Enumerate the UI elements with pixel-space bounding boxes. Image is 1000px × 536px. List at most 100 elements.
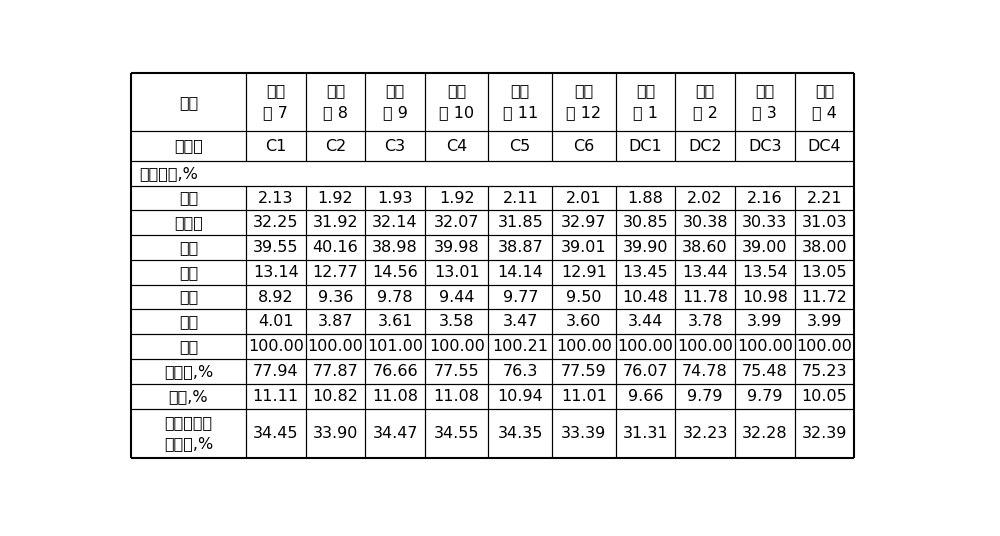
Text: 9.78: 9.78 <box>377 289 413 304</box>
Text: 100.00: 100.00 <box>307 339 363 354</box>
Text: 75.48: 75.48 <box>742 364 788 379</box>
Text: 34.55: 34.55 <box>434 426 479 441</box>
Text: 实施: 实施 <box>385 83 405 98</box>
Text: 例 1: 例 1 <box>633 105 658 120</box>
Text: 10.05: 10.05 <box>802 389 847 404</box>
Text: 干气: 干气 <box>179 190 198 205</box>
Text: 32.07: 32.07 <box>434 215 479 230</box>
Text: 8.92: 8.92 <box>258 289 294 304</box>
Text: 3.87: 3.87 <box>318 314 353 329</box>
Text: 3.47: 3.47 <box>503 314 538 329</box>
Text: 14.14: 14.14 <box>497 265 543 280</box>
Text: 1.92: 1.92 <box>318 190 353 205</box>
Text: 例 4: 例 4 <box>812 105 837 120</box>
Text: 100.21: 100.21 <box>492 339 548 354</box>
Text: 实施: 实施 <box>266 83 285 98</box>
Text: 32.39: 32.39 <box>802 426 847 441</box>
Text: C2: C2 <box>325 138 346 153</box>
Text: 75.23: 75.23 <box>802 364 847 379</box>
Text: 13.54: 13.54 <box>742 265 788 280</box>
Text: 77.59: 77.59 <box>561 364 607 379</box>
Text: 11.78: 11.78 <box>682 289 728 304</box>
Text: C3: C3 <box>385 138 406 153</box>
Text: 转化率,%: 转化率,% <box>164 364 213 379</box>
Text: 柴油: 柴油 <box>179 265 198 280</box>
Text: 10.94: 10.94 <box>497 389 543 404</box>
Text: 100.00: 100.00 <box>429 339 485 354</box>
Text: 例 12: 例 12 <box>566 105 601 120</box>
Text: 11.11: 11.11 <box>253 389 299 404</box>
Text: C1: C1 <box>265 138 286 153</box>
Text: 34.47: 34.47 <box>372 426 418 441</box>
Text: 13.01: 13.01 <box>434 265 480 280</box>
Text: 31.03: 31.03 <box>802 215 847 230</box>
Text: DC4: DC4 <box>808 138 841 153</box>
Text: 2.01: 2.01 <box>566 190 602 205</box>
Text: 77.94: 77.94 <box>253 364 299 379</box>
Text: 100.00: 100.00 <box>677 339 733 354</box>
Text: 1.92: 1.92 <box>439 190 475 205</box>
Text: 100.00: 100.00 <box>617 339 673 354</box>
Text: 丙烯,%: 丙烯,% <box>169 389 208 404</box>
Text: 11.08: 11.08 <box>434 389 480 404</box>
Text: 例 11: 例 11 <box>503 105 538 120</box>
Text: 39.55: 39.55 <box>253 240 298 255</box>
Text: 例 8: 例 8 <box>323 105 348 120</box>
Text: 3.78: 3.78 <box>687 314 723 329</box>
Text: 对比: 对比 <box>755 83 774 98</box>
Text: 9.77: 9.77 <box>503 289 538 304</box>
Text: DC2: DC2 <box>688 138 722 153</box>
Text: 1.93: 1.93 <box>377 190 413 205</box>
Text: 合计: 合计 <box>179 339 198 354</box>
Text: 例 9: 例 9 <box>383 105 408 120</box>
Text: 液化气中丙
烯浓度,%: 液化气中丙 烯浓度,% <box>164 415 213 451</box>
Text: 9.50: 9.50 <box>566 289 602 304</box>
Text: 30.33: 30.33 <box>742 215 787 230</box>
Text: 3.61: 3.61 <box>377 314 413 329</box>
Text: 4.01: 4.01 <box>258 314 294 329</box>
Text: 100.00: 100.00 <box>796 339 852 354</box>
Text: 例 7: 例 7 <box>263 105 288 120</box>
Text: 34.45: 34.45 <box>253 426 298 441</box>
Text: 100.00: 100.00 <box>248 339 304 354</box>
Text: 12.77: 12.77 <box>313 265 358 280</box>
Text: 11.72: 11.72 <box>801 289 847 304</box>
Text: 38.98: 38.98 <box>372 240 418 255</box>
Text: 2.13: 2.13 <box>258 190 293 205</box>
Text: 74.78: 74.78 <box>682 364 728 379</box>
Text: 38.60: 38.60 <box>682 240 728 255</box>
Text: 例 2: 例 2 <box>693 105 718 120</box>
Text: 13.45: 13.45 <box>623 265 668 280</box>
Text: 10.48: 10.48 <box>622 289 668 304</box>
Text: 32.97: 32.97 <box>561 215 607 230</box>
Text: 9.36: 9.36 <box>318 289 353 304</box>
Text: 对比: 对比 <box>815 83 834 98</box>
Text: 101.00: 101.00 <box>367 339 423 354</box>
Text: 38.00: 38.00 <box>802 240 847 255</box>
Text: 100.00: 100.00 <box>556 339 612 354</box>
Text: 例 3: 例 3 <box>752 105 777 120</box>
Text: DC1: DC1 <box>629 138 662 153</box>
Text: 39.98: 39.98 <box>434 240 480 255</box>
Text: 实施: 实施 <box>326 83 345 98</box>
Text: 33.39: 33.39 <box>561 426 606 441</box>
Text: 13.44: 13.44 <box>682 265 728 280</box>
Text: 77.55: 77.55 <box>434 364 480 379</box>
Text: 30.38: 30.38 <box>682 215 728 230</box>
Text: 31.31: 31.31 <box>623 426 668 441</box>
Text: 14.56: 14.56 <box>372 265 418 280</box>
Text: 76.3: 76.3 <box>503 364 538 379</box>
Text: 13.05: 13.05 <box>802 265 847 280</box>
Text: 焦炭: 焦炭 <box>179 314 198 329</box>
Text: 10.98: 10.98 <box>742 289 788 304</box>
Text: 实施: 实施 <box>447 83 466 98</box>
Text: 32.28: 32.28 <box>742 426 788 441</box>
Text: 9.66: 9.66 <box>628 389 663 404</box>
Text: 2.11: 2.11 <box>502 190 538 205</box>
Text: 实施: 实施 <box>574 83 593 98</box>
Text: 编号: 编号 <box>179 95 198 110</box>
Text: 重油: 重油 <box>179 289 198 304</box>
Text: 32.23: 32.23 <box>682 426 728 441</box>
Text: 汽油: 汽油 <box>179 240 198 255</box>
Text: 39.90: 39.90 <box>623 240 668 255</box>
